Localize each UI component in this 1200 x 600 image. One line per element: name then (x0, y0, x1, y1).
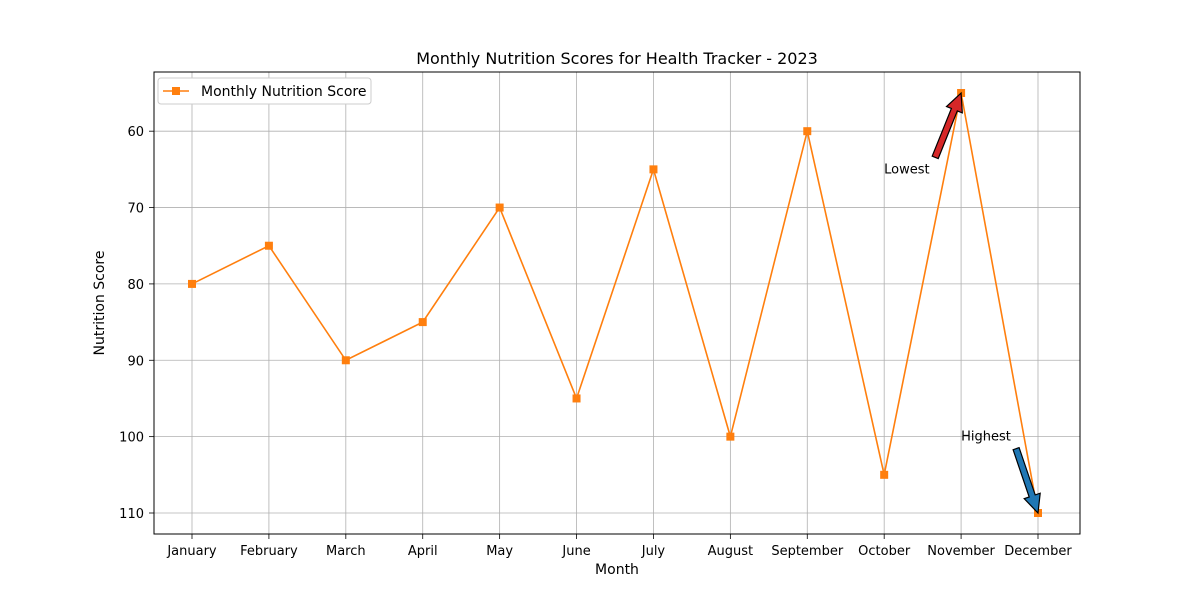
legend: Monthly Nutrition Score (157, 77, 372, 105)
legend-box (157, 77, 372, 105)
y-tick-label: 70 (127, 202, 144, 217)
series-layer (188, 89, 1042, 517)
series-line (191, 92, 1039, 514)
plot-frame (153, 71, 1081, 535)
annotation-arrow (1012, 446, 1041, 515)
legend-entry-label: Monthly Nutrition Score (201, 84, 366, 100)
x-tick-label: February (240, 544, 298, 559)
y-axis-label: Nutrition Score (92, 251, 108, 356)
data-point-marker (264, 241, 273, 250)
y-tick-label: 60 (127, 125, 144, 140)
grid (154, 72, 1080, 534)
x-tick-label: January (166, 544, 217, 559)
x-axis-label: Month (595, 562, 639, 578)
x-tick-label: April (408, 544, 438, 559)
data-point-marker (572, 394, 581, 403)
x-tick-label: May (486, 544, 513, 559)
chart-title: Monthly Nutrition Scores for Health Trac… (416, 49, 818, 68)
ticks: January February March April May June July Augu… (119, 125, 1072, 559)
x-tick-label: March (326, 544, 366, 559)
x-tick-label: June (561, 544, 590, 559)
annotations-layer: Lowest Highest (884, 91, 1041, 515)
data-point-marker (880, 470, 889, 479)
y-tick-label: 90 (127, 354, 144, 369)
y-tick-label: 110 (119, 507, 144, 522)
x-tick-label: July (641, 544, 666, 559)
legend-marker-swatch (172, 87, 180, 95)
data-point-marker (803, 127, 812, 136)
annotation-arrow (931, 91, 963, 160)
y-tick-label: 80 (127, 278, 144, 293)
x-tick-label: September (771, 544, 844, 559)
data-point-marker (495, 203, 504, 212)
data-point-marker (341, 356, 350, 365)
annotation-label: Lowest (884, 162, 929, 177)
x-tick-label: December (1004, 544, 1072, 559)
x-tick-label: November (927, 544, 995, 559)
y-tick-label: 100 (119, 431, 144, 446)
data-point-marker (188, 279, 196, 288)
data-point-marker (418, 318, 427, 327)
data-point-marker (726, 432, 735, 441)
data-point-marker (649, 165, 658, 174)
x-tick-label: August (708, 544, 754, 559)
annotation-label: Highest (961, 430, 1011, 445)
x-tick-label: October (858, 544, 911, 559)
